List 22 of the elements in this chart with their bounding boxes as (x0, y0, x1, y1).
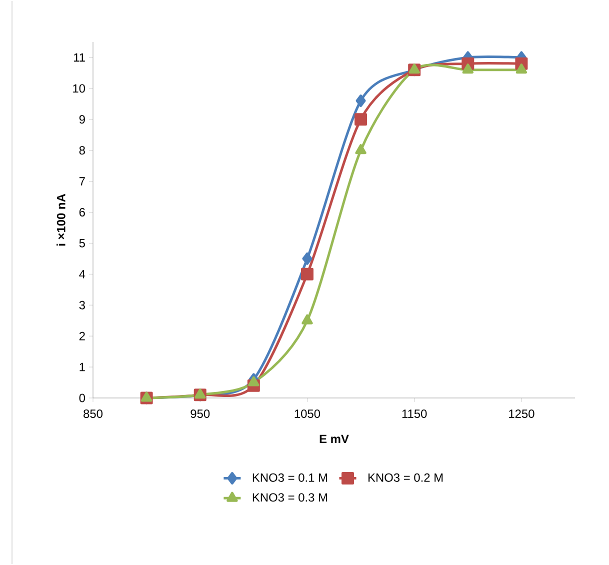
x-tick-label: 1050 (294, 410, 320, 418)
x-tick-label: 950 (190, 410, 210, 418)
y-tick-label: 11 (74, 53, 85, 62)
legend-label: KNO3 = 0.2 M (368, 473, 443, 482)
x-tick-label: 1250 (509, 410, 534, 418)
x-tick-label: 1150 (402, 410, 427, 418)
y-tick-label: 1 (80, 362, 85, 372)
y-tick-label: 8 (79, 146, 85, 155)
y-tick-label: 4 (79, 270, 86, 278)
y-tick-label: 2 (79, 332, 85, 340)
legend-label: KNO3 = 0.3 M (252, 493, 328, 502)
y-tick-label: 6 (79, 208, 85, 216)
legend-label: KNO3 = 0.1 M (252, 473, 328, 482)
y-tick-label: 9 (79, 115, 85, 124)
y-tick-label: 3 (79, 300, 85, 310)
x-tick-label: 850 (84, 410, 103, 418)
y-tick-label: 7 (79, 177, 85, 186)
y-tick-label: 5 (79, 239, 85, 248)
y-tick-label: 10 (73, 84, 86, 93)
y-axis-title: i ×100 nA (56, 194, 66, 246)
y-tick-label: 0 (79, 394, 86, 402)
x-axis-title: E mV (320, 434, 349, 444)
